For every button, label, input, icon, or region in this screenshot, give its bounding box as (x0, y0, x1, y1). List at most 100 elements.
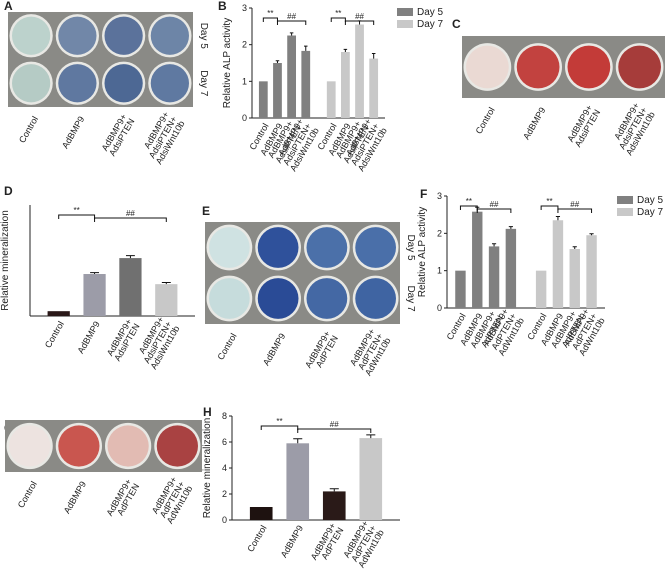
panel-letter: C (452, 17, 461, 31)
error-bar (508, 226, 513, 229)
y-tick-label: 4 (222, 463, 227, 473)
category-label: AdBMP9+AdPTEN (303, 329, 340, 374)
plate-well (306, 227, 348, 268)
significance-bracket (476, 208, 512, 213)
plate-well (567, 45, 611, 89)
category-label: AdBMP9+AdPTEN (309, 521, 346, 566)
y-axis-label: Relative mineralization (0, 210, 11, 311)
bar (119, 258, 142, 316)
significance-bracket (344, 20, 375, 25)
y-axis-label: Relative ALP activity (417, 207, 428, 297)
y-tick-label: 6 (222, 437, 227, 447)
error-bar (161, 281, 171, 285)
row-label: Day 5 (198, 23, 209, 50)
significance-bracket (297, 428, 372, 433)
significance-label: ** (267, 9, 273, 18)
error-bar (491, 243, 497, 247)
plate-well (209, 227, 250, 268)
panel-letter: B (218, 0, 227, 13)
bar (155, 284, 178, 316)
category-label: AdBMP9+AdPTEN+AdWnt10b (347, 327, 392, 377)
category-label: AdBMP9+AdsiPTEN (104, 317, 141, 362)
significance-label: ## (126, 209, 135, 218)
panel-letter: D (4, 184, 13, 198)
category-label: AdBMP9 (62, 480, 88, 516)
error-bar (90, 272, 100, 275)
significance-bracket (58, 214, 96, 219)
significance-bracket (262, 17, 278, 22)
category-label: AdBMP9 (261, 332, 287, 368)
y-axis-label: Relative ALP activity (222, 18, 233, 108)
plate-well (9, 425, 51, 467)
significance-label: ## (490, 200, 499, 209)
error-bar (572, 246, 577, 250)
y-tick-label: 0 (222, 515, 227, 525)
plate-well (516, 45, 560, 89)
significance-label: ** (546, 197, 552, 206)
category-label: Control (245, 524, 268, 554)
category-label: Control (43, 320, 66, 350)
panel-letter: F (420, 187, 427, 201)
error-bar (125, 255, 135, 259)
legend-label: Day 7 (417, 19, 444, 30)
y-tick-label: 0 (242, 113, 247, 123)
category-label: AdBMP9+AdsiPTEN+AdsiWnt10b (138, 110, 187, 166)
significance-bracket (94, 217, 167, 222)
plate-well (209, 278, 250, 319)
significance-label: ** (74, 206, 80, 215)
bar (273, 63, 282, 118)
bar (569, 249, 580, 308)
bar (326, 81, 336, 118)
y-tick-label: 0 (437, 303, 442, 313)
significance-label: ## (287, 12, 296, 21)
significance-bracket (330, 17, 346, 22)
error-bar (371, 52, 376, 59)
significance-bracket (540, 205, 559, 210)
category-label: AdBMP9 (521, 106, 547, 142)
bar (47, 311, 70, 316)
category-label: Control (16, 480, 39, 510)
error-bar (289, 32, 294, 36)
error-bar (589, 233, 594, 236)
legend-swatch (397, 20, 413, 28)
row-label: Day 7 (198, 70, 209, 97)
bar (340, 52, 350, 118)
error-bar (366, 434, 376, 439)
legend-label: Day 7 (637, 207, 664, 218)
bar (287, 35, 297, 118)
bar (586, 235, 597, 308)
plate-well (355, 278, 396, 319)
bar (455, 270, 466, 308)
plate-well (306, 278, 348, 319)
bar (322, 491, 346, 520)
legend-swatch (617, 196, 633, 204)
category-label: AdBMP9+AdsiPTEN (99, 112, 136, 157)
category-label: Control (215, 332, 238, 362)
plate-well (618, 45, 661, 89)
significance-label: ** (466, 197, 472, 206)
plate-well (58, 16, 97, 55)
legend-swatch (397, 8, 413, 16)
bar (552, 220, 564, 308)
bar (249, 507, 273, 520)
significance-label: ## (355, 12, 364, 21)
bar (286, 443, 310, 520)
error-bar (555, 216, 561, 221)
significance-label: ## (330, 420, 339, 429)
bar (505, 228, 517, 308)
plate-well (466, 45, 509, 89)
plate-well (58, 425, 100, 467)
category-label: AdBMP9+AdPTEN+AdWnt10b (149, 475, 194, 525)
y-tick-label: 2 (437, 228, 442, 238)
significance-bracket (260, 425, 299, 430)
panel-letter: H (203, 405, 212, 419)
plate-well (12, 16, 51, 55)
y-tick-label: 1 (242, 76, 247, 86)
category-label: AdBMP9+AdsiPTEN+AdsiWnt10b (133, 315, 182, 371)
plate-well (150, 16, 189, 55)
plate-well (58, 64, 97, 103)
bar (83, 274, 106, 316)
bar (359, 438, 383, 520)
plate-well (150, 64, 189, 103)
